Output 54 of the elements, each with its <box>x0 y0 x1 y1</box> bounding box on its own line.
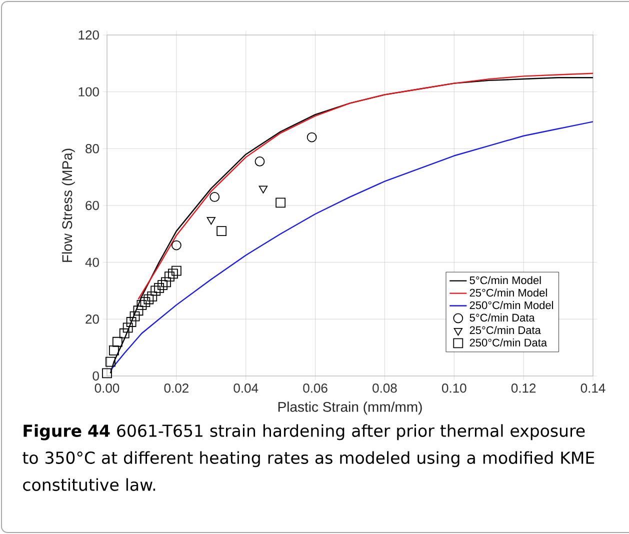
point <box>164 272 174 282</box>
point <box>147 291 158 302</box>
point <box>126 317 136 327</box>
legend-label: 5°C/min Model <box>470 276 541 284</box>
point <box>133 306 144 316</box>
x-axis-title: Plastic Strain (mm/mm) <box>278 402 422 415</box>
text: Figure 44 6061-T651 strain hardening after prior thermal exposure to 350°C at different heating rates as modeled using a modified KME constitutive law. <box>22 424 594 491</box>
y-tick-label: 60 <box>86 200 99 210</box>
point <box>206 216 216 225</box>
legend-label: 5°C/min Data <box>470 314 535 322</box>
y-tick-label: 100 <box>78 87 99 96</box>
x-tick-label: 0.12 <box>511 384 536 393</box>
point <box>254 156 265 166</box>
line-series <box>138 72 593 300</box>
x-tick-label: 0.04 <box>234 384 258 393</box>
point <box>154 282 164 293</box>
x-tick-label: 0.14 <box>580 384 606 393</box>
point <box>158 280 168 290</box>
point <box>171 240 182 250</box>
point <box>112 336 122 347</box>
point <box>136 300 147 310</box>
y-axis-title: Flow Stress (MPa) <box>62 148 75 262</box>
x-tick-label: 0.10 <box>442 384 466 393</box>
point <box>130 311 140 322</box>
point <box>276 198 286 208</box>
legend-label: 250°C/min Model <box>470 301 554 310</box>
legend-label: 25°C/min Model <box>470 288 547 297</box>
point <box>306 132 317 142</box>
point <box>140 297 150 308</box>
point <box>109 345 119 356</box>
x-tick-label: 0.02 <box>164 384 188 393</box>
y-tick-label: 20 <box>86 314 99 324</box>
line-series <box>110 121 593 371</box>
point <box>258 186 268 194</box>
y-tick-label: 40 <box>85 258 99 267</box>
point <box>150 286 161 296</box>
legend-label: 250°C/min Data <box>470 338 548 347</box>
x-tick-label: 0.08 <box>372 384 397 393</box>
point <box>102 368 112 378</box>
point <box>144 294 154 304</box>
point <box>161 277 171 288</box>
y-tick-label: 80 <box>86 144 99 154</box>
point <box>210 192 220 202</box>
y-tick-label: 120 <box>78 30 99 40</box>
point <box>119 328 130 338</box>
point <box>106 356 116 367</box>
x-tick-label: 0.00 <box>94 384 120 393</box>
point <box>168 268 178 279</box>
point <box>171 266 182 276</box>
point <box>122 322 133 333</box>
x-tick-label: 0.06 <box>303 384 328 393</box>
legend-label: 25°C/min Data <box>470 326 541 334</box>
y-tick-label: 0 <box>92 371 99 381</box>
point <box>216 226 227 236</box>
